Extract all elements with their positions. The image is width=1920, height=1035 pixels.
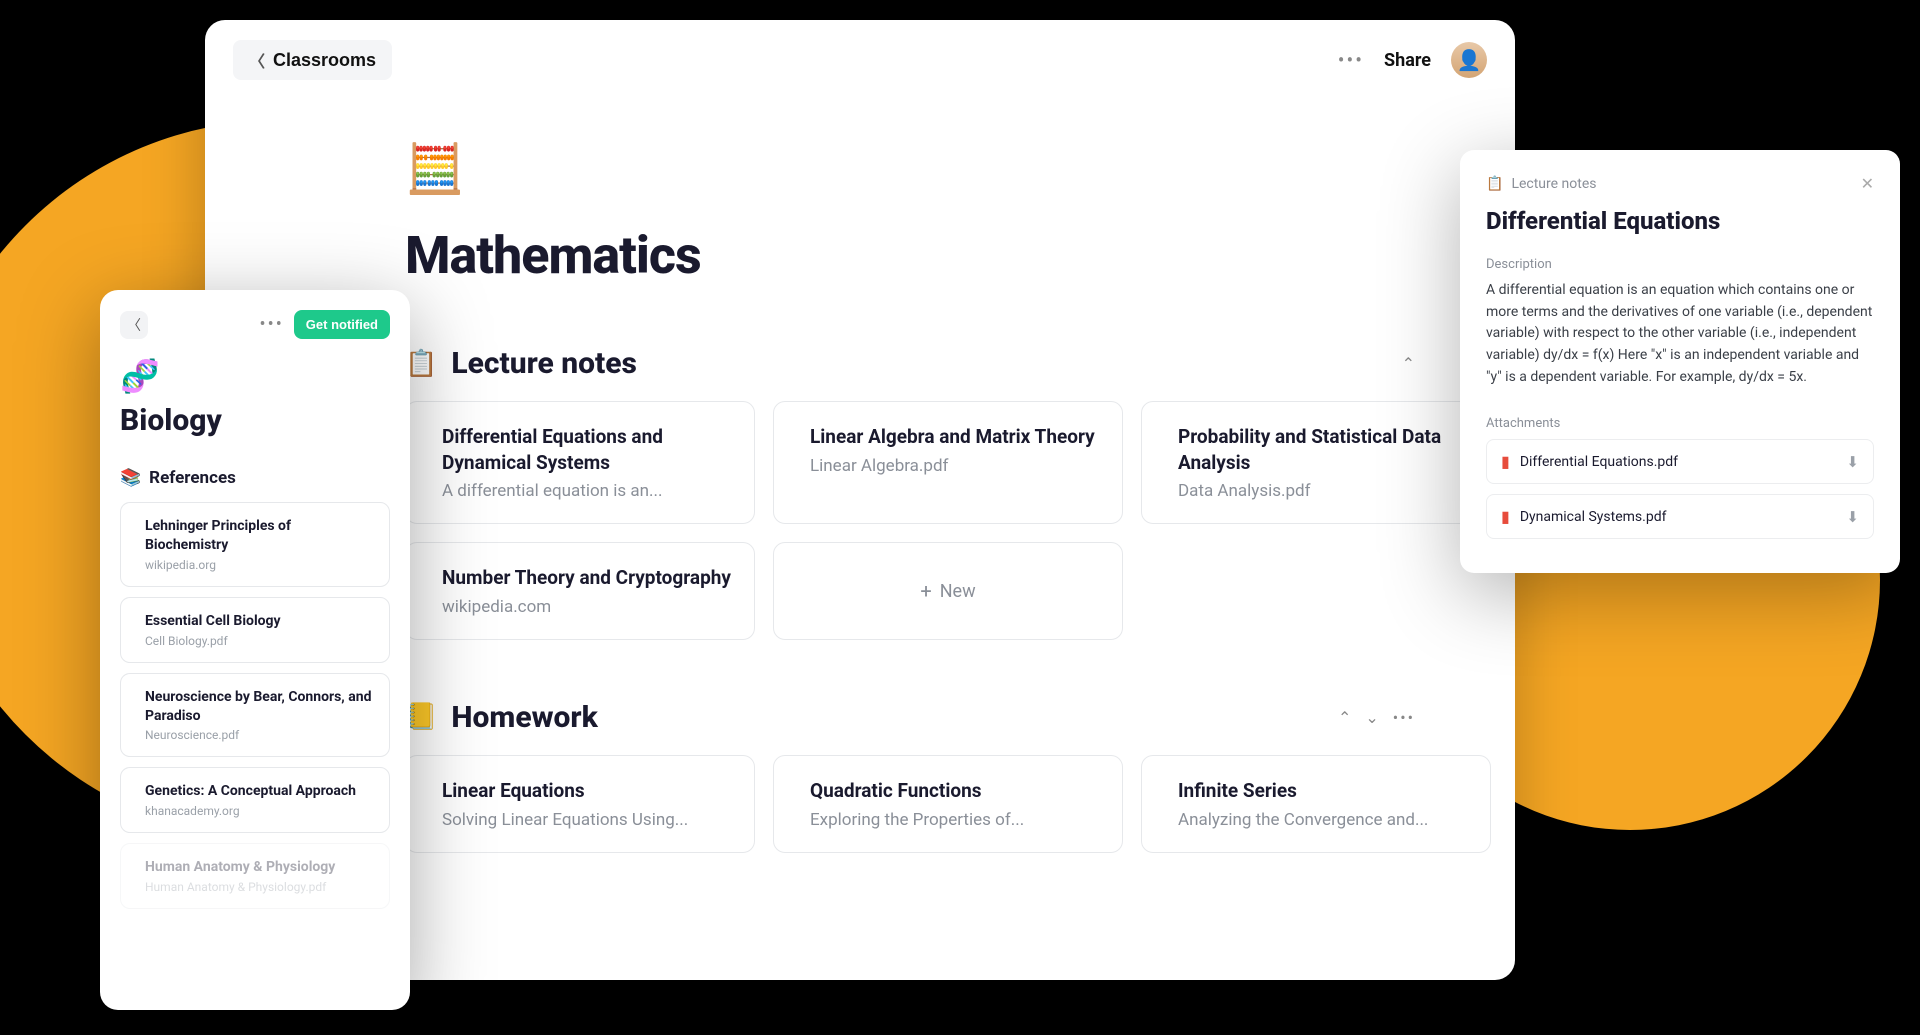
get-notified-button[interactable]: Get notified — [294, 310, 390, 339]
reference-card[interactable]: Human Anatomy & Physiology Human Anatomy… — [120, 843, 390, 909]
clipboard-icon: 📋 — [1486, 176, 1503, 192]
reference-subtitle: Human Anatomy & Physiology.pdf — [145, 880, 335, 894]
download-icon[interactable]: ⬇ — [1846, 453, 1859, 471]
section-controls: ⌃ — [1402, 354, 1415, 373]
pdf-icon: ▮ — [1501, 452, 1510, 471]
note-card[interactable]: Linear Equations Solving Linear Equation… — [405, 755, 755, 853]
topbar-right: ••• Share 👤 — [1338, 42, 1487, 78]
back-button[interactable]: 〈 — [120, 311, 148, 339]
page-icon: 🧮 — [405, 140, 1415, 197]
note-card[interactable]: Probability and Statistical Data Analysi… — [1141, 401, 1491, 524]
mobile-title: Biology — [120, 403, 390, 438]
note-card[interactable]: Quadratic Functions Exploring the Proper… — [773, 755, 1123, 853]
attachment-row[interactable]: ▮ Differential Equations.pdf ⬇ — [1486, 439, 1874, 484]
section-title: 📋 Lecture notes — [405, 346, 637, 381]
mobile-section-title: 📚 References — [120, 468, 390, 488]
card-subtitle: Linear Algebra.pdf — [810, 456, 1095, 476]
plus-icon: + — [920, 579, 931, 603]
attachment-row[interactable]: ▮ Dynamical Systems.pdf ⬇ — [1486, 494, 1874, 539]
note-card[interactable]: Number Theory and Cryptography wikipedia… — [405, 542, 755, 640]
card-subtitle: A differential equation is an... — [442, 481, 732, 501]
mobile-section-label: References — [149, 468, 236, 488]
avatar[interactable]: 👤 — [1451, 42, 1487, 78]
detail-panel: 📋 Lecture notes ✕ Differential Equations… — [1460, 150, 1900, 573]
topbar: 〈 Classrooms ••• Share 👤 — [205, 20, 1515, 100]
note-card[interactable]: Infinite Series Analyzing the Convergenc… — [1141, 755, 1491, 853]
attachments-label: Attachments — [1486, 416, 1874, 431]
reference-card[interactable]: Genetics: A Conceptual Approach khanacad… — [120, 767, 390, 833]
card-subtitle: wikipedia.com — [442, 597, 731, 617]
card-subtitle: Data Analysis.pdf — [1178, 481, 1468, 501]
breadcrumb[interactable]: 📋 Lecture notes — [1486, 176, 1596, 192]
new-card-button[interactable]: + New — [773, 542, 1123, 640]
close-icon[interactable]: ✕ — [1861, 174, 1874, 193]
card-subtitle: Exploring the Properties of... — [810, 810, 1024, 830]
reference-card[interactable]: Essential Cell Biology Cell Biology.pdf — [120, 597, 390, 663]
mobile-topbar: 〈 ••• Get notified — [120, 310, 390, 339]
card-title: Linear Algebra and Matrix Theory — [810, 424, 1095, 450]
chevron-left-icon: 〈 — [249, 48, 265, 72]
back-button[interactable]: 〈 Classrooms — [233, 40, 392, 80]
reference-title: Essential Cell Biology — [145, 612, 281, 631]
download-icon[interactable]: ⬇ — [1846, 508, 1859, 526]
reference-subtitle: Cell Biology.pdf — [145, 634, 281, 648]
reference-card[interactable]: Neuroscience by Bear, Connors, and Parad… — [120, 673, 390, 758]
section-controls: ⌃ ⌄ ••• — [1338, 708, 1415, 727]
homework-cards-grid: Linear Equations Solving Linear Equation… — [405, 755, 1415, 853]
page-title: Mathematics — [405, 225, 1415, 286]
detail-top: 📋 Lecture notes ✕ — [1486, 174, 1874, 193]
breadcrumb-text: Lecture notes — [1511, 176, 1596, 192]
card-title: Number Theory and Cryptography — [442, 565, 731, 591]
card-title: Differential Equations and Dynamical Sys… — [442, 424, 732, 475]
section-header: 📒 Homework ⌃ ⌄ ••• — [405, 700, 1415, 735]
card-title: Probability and Statistical Data Analysi… — [1178, 424, 1468, 475]
books-icon: 📚 — [120, 468, 141, 488]
pdf-icon: ▮ — [1501, 507, 1510, 526]
description-text: A differential equation is an equation w… — [1486, 280, 1874, 388]
note-card[interactable]: Differential Equations and Dynamical Sys… — [405, 401, 755, 524]
section-header: 📋 Lecture notes ⌃ — [405, 346, 1415, 381]
mobile-panel: 〈 ••• Get notified 🧬 Biology 📚 Reference… — [100, 290, 410, 1010]
card-title: Infinite Series — [1178, 778, 1428, 804]
attachment-name: Dynamical Systems.pdf — [1520, 509, 1667, 525]
new-label: New — [940, 581, 976, 602]
section-title-text: Homework — [451, 700, 597, 735]
chevron-up-icon[interactable]: ⌃ — [1338, 708, 1351, 727]
note-card[interactable]: Linear Algebra and Matrix Theory Linear … — [773, 401, 1123, 524]
references-list: Lehninger Principles of Biochemistry wik… — [120, 502, 390, 909]
reference-title: Genetics: A Conceptual Approach — [145, 782, 356, 801]
lecture-cards-grid: Differential Equations and Dynamical Sys… — [405, 401, 1415, 640]
reference-subtitle: wikipedia.org — [145, 558, 375, 572]
section-title: 📒 Homework — [405, 700, 598, 735]
chevron-down-icon[interactable]: ⌄ — [1365, 708, 1378, 727]
reference-subtitle: Neuroscience.pdf — [145, 728, 375, 742]
reference-card[interactable]: Lehninger Principles of Biochemistry wik… — [120, 502, 390, 587]
reference-subtitle: khanacademy.org — [145, 804, 356, 818]
card-title: Quadratic Functions — [810, 778, 1024, 804]
more-icon[interactable]: ••• — [1393, 708, 1415, 727]
card-title: Linear Equations — [442, 778, 688, 804]
more-icon[interactable]: ••• — [260, 314, 284, 335]
chevron-up-icon[interactable]: ⌃ — [1402, 354, 1415, 373]
description-label: Description — [1486, 257, 1874, 272]
attachments-list: ▮ Differential Equations.pdf ⬇ ▮ Dynamic… — [1486, 439, 1874, 539]
attachment-name: Differential Equations.pdf — [1520, 454, 1678, 470]
homework-section: 📒 Homework ⌃ ⌄ ••• Linear Equations Solv… — [405, 700, 1415, 853]
reference-title: Lehninger Principles of Biochemistry — [145, 517, 375, 555]
reference-title: Human Anatomy & Physiology — [145, 858, 335, 877]
dna-icon: 🧬 — [120, 357, 390, 395]
card-subtitle: Analyzing the Convergence and... — [1178, 810, 1428, 830]
card-subtitle: Solving Linear Equations Using... — [442, 810, 688, 830]
lecture-notes-section: 📋 Lecture notes ⌃ Differential Equations… — [405, 346, 1415, 640]
more-icon[interactable]: ••• — [1338, 48, 1364, 72]
detail-title: Differential Equations — [1486, 207, 1874, 235]
section-title-text: Lecture notes — [451, 346, 637, 381]
share-button[interactable]: Share — [1384, 50, 1431, 71]
reference-title: Neuroscience by Bear, Connors, and Parad… — [145, 688, 375, 726]
back-label: Classrooms — [273, 50, 376, 71]
